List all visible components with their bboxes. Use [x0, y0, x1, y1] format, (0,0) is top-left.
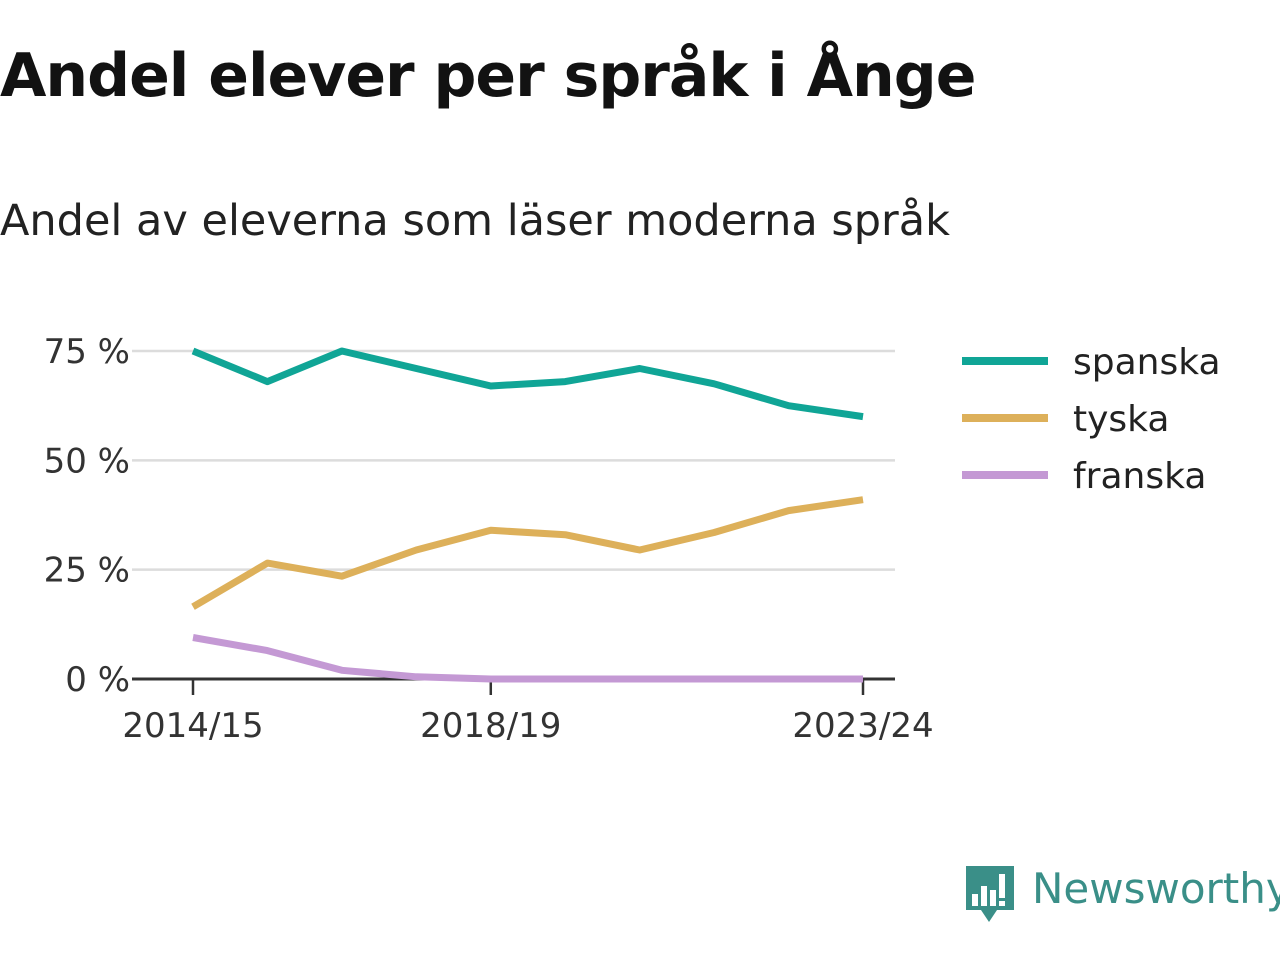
legend-label-franska: franska — [1073, 456, 1206, 497]
series-line-spanska — [191, 347, 864, 421]
y-tick-label-25: 25 % — [44, 551, 130, 591]
legend: spanska tyska franska — [962, 342, 1221, 497]
x-tick-label-2018/19: 2018/19 — [420, 706, 561, 746]
series-lines — [191, 347, 864, 683]
brand-name: Newsworthy — [1032, 864, 1280, 913]
x-tick-label-2014/15: 2014/15 — [122, 706, 263, 746]
newsworthy-logo-icon — [966, 866, 1014, 922]
series-line-franska — [192, 634, 863, 683]
y-tick-label-50: 50 % — [44, 441, 130, 481]
y-tick-label-75: 75 % — [44, 332, 130, 372]
chart-subtitle: Andel av eleverna som läser moderna språ… — [0, 196, 950, 246]
y-tick-label-0: 0 % — [65, 660, 130, 700]
brand-logo: Newsworthy — [966, 864, 1280, 922]
x-tick-label-2023/24: 2023/24 — [792, 706, 933, 746]
legend-label-tyska: tyska — [1073, 399, 1169, 440]
axes: 0 % 25 % 50 % 75 % 2014/15 2018/19 2023/24 — [44, 332, 934, 746]
chart-title: Andel elever per språk i Ånge — [0, 41, 976, 111]
legend-label-spanska: spanska — [1073, 342, 1221, 383]
series-line-tyska — [191, 496, 864, 610]
